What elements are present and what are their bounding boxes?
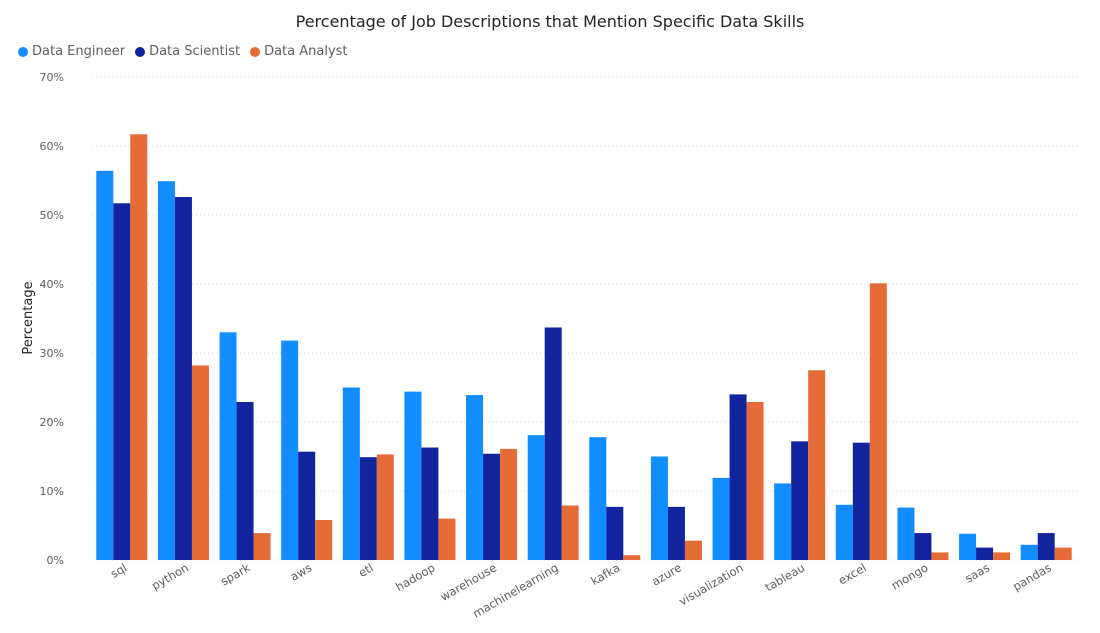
- bar-etl-data-engineer: [342, 387, 360, 560]
- bar-hadoop-data-engineer: [404, 391, 422, 560]
- bar-machinelearning-data-analyst: [561, 505, 579, 560]
- y-tick-label: 70%: [40, 71, 64, 84]
- bar-etl-data-analyst: [376, 454, 394, 560]
- bar-aws-data-scientist: [298, 451, 316, 560]
- legend-item-data-analyst[interactable]: Data Analyst: [250, 44, 348, 59]
- y-axis-title: Percentage: [21, 281, 36, 354]
- bar-pandas-data-analyst: [1054, 547, 1072, 560]
- bar-sql-data-analyst: [130, 134, 148, 560]
- y-tick-label: 40%: [40, 278, 64, 291]
- x-tick-label: hadoop: [393, 560, 437, 594]
- y-tick-label: 60%: [40, 140, 64, 153]
- bar-aws-data-analyst: [315, 519, 333, 560]
- legend: Data Engineer Data Scientist Data Analyst: [18, 44, 348, 59]
- bar-warehouse-data-scientist: [483, 453, 501, 560]
- bar-warehouse-data-analyst: [500, 448, 518, 560]
- bar-spark-data-analyst: [253, 533, 271, 560]
- x-tick-label: mongo: [889, 560, 931, 592]
- x-tick-label: aws: [288, 560, 314, 583]
- x-tick-label: spark: [218, 560, 253, 588]
- x-tick-label: etl: [356, 560, 376, 580]
- y-tick-label: 30%: [40, 347, 64, 360]
- legend-label: Data Analyst: [264, 44, 348, 59]
- bar-python-data-analyst: [191, 365, 209, 560]
- x-tick-label: tableau: [763, 560, 808, 594]
- chart-title: Percentage of Job Descriptions that Ment…: [295, 12, 805, 31]
- x-tick-label: python: [149, 560, 191, 592]
- bar-azure-data-analyst: [684, 540, 702, 560]
- x-tick-label: sql: [108, 560, 129, 580]
- bar-mongo-data-scientist: [914, 533, 932, 560]
- bar-warehouse-data-engineer: [466, 395, 484, 560]
- legend-label: Data Scientist: [149, 44, 241, 59]
- legend-marker: [18, 46, 28, 57]
- bar-mongo-data-engineer: [897, 507, 915, 560]
- bar-visualization-data-scientist: [729, 394, 747, 560]
- legend-marker: [250, 46, 261, 57]
- bar-saas-data-engineer: [959, 533, 977, 560]
- bar-tableau-data-engineer: [774, 483, 792, 560]
- bar-saas-data-scientist: [976, 547, 994, 560]
- bar-saas-data-analyst: [993, 552, 1011, 560]
- y-tick-label: 50%: [40, 209, 64, 222]
- bar-pandas-data-scientist: [1037, 533, 1055, 560]
- bar-aws-data-engineer: [281, 340, 299, 560]
- bar-mongo-data-analyst: [931, 552, 949, 560]
- y-tick-label: 10%: [40, 485, 64, 498]
- bar-hadoop-data-scientist: [421, 447, 439, 560]
- bar-machinelearning-data-engineer: [527, 435, 545, 560]
- bar-kafka-data-scientist: [606, 506, 624, 560]
- x-tick-label: azure: [649, 560, 684, 588]
- y-tick-label: 0%: [47, 554, 64, 567]
- bar-machinelearning-data-scientist: [544, 327, 562, 560]
- bar-azure-data-scientist: [667, 506, 685, 560]
- bar-azure-data-engineer: [650, 456, 668, 560]
- x-tick-label: kafka: [588, 560, 622, 588]
- legend-item-data-engineer[interactable]: Data Engineer: [18, 44, 125, 59]
- bar-tableau-data-analyst: [808, 370, 826, 560]
- bar-pandas-data-engineer: [1020, 544, 1038, 560]
- bar-sql-data-engineer: [96, 170, 114, 560]
- legend-item-data-scientist[interactable]: Data Scientist: [135, 44, 240, 59]
- bar-tableau-data-scientist: [791, 441, 809, 560]
- bar-excel-data-engineer: [835, 504, 853, 560]
- x-tick-label: saas: [962, 560, 992, 585]
- bar-spark-data-engineer: [219, 332, 237, 560]
- x-tick-label: pandas: [1010, 560, 1053, 593]
- bar-python-data-scientist: [174, 197, 192, 560]
- legend-label: Data Engineer: [32, 44, 126, 59]
- x-tick-label: visualization: [676, 560, 745, 608]
- bar-python-data-engineer: [157, 181, 175, 560]
- bar-visualization-data-analyst: [746, 401, 764, 560]
- bar-visualization-data-engineer: [712, 477, 730, 560]
- bar-spark-data-scientist: [236, 401, 254, 560]
- y-tick-label: 20%: [40, 416, 64, 429]
- bar-kafka-data-analyst: [623, 555, 641, 560]
- bar-etl-data-scientist: [359, 457, 377, 560]
- bar-hadoop-data-analyst: [438, 518, 456, 560]
- legend-marker: [135, 46, 146, 57]
- bar-excel-data-scientist: [852, 442, 870, 560]
- bar-sql-data-scientist: [113, 203, 131, 560]
- x-tick-label: excel: [836, 560, 869, 587]
- bar-excel-data-analyst: [869, 283, 887, 560]
- bar-kafka-data-engineer: [589, 437, 607, 560]
